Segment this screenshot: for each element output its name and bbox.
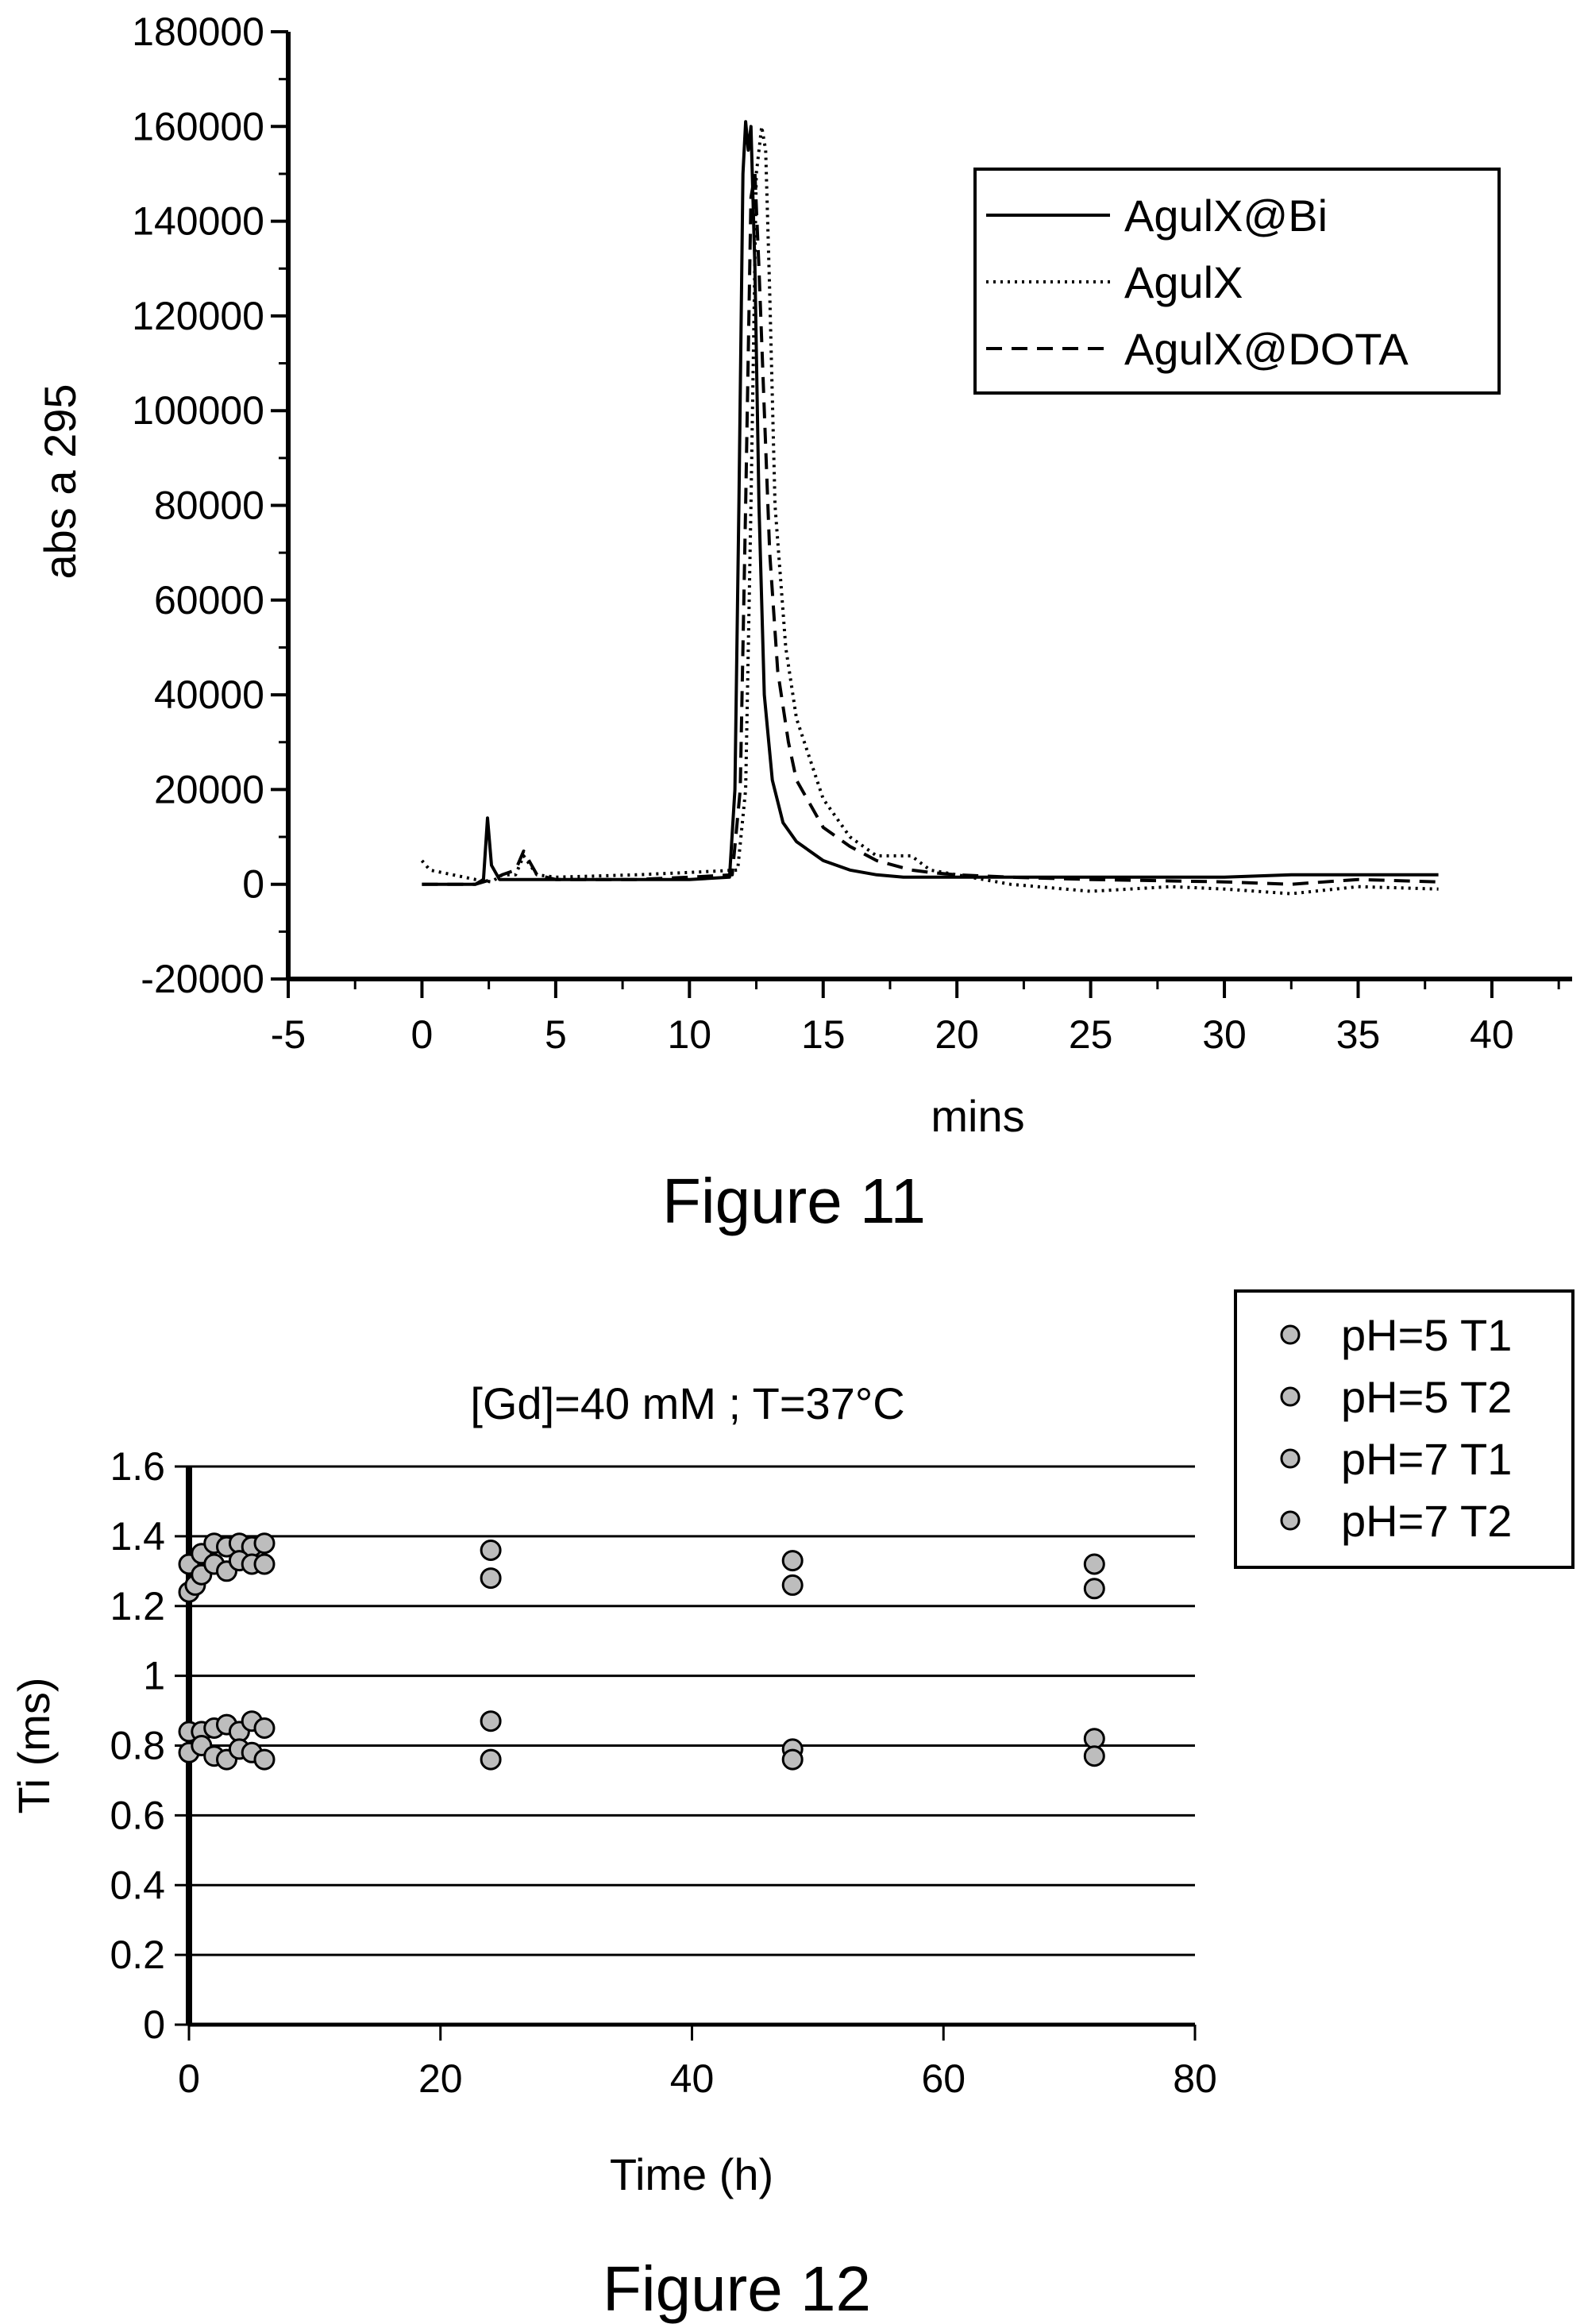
series-line-agulx-bi	[422, 120, 1439, 886]
y-tick-label: 0.6	[110, 1793, 165, 1837]
legend-marker	[1280, 1386, 1301, 1407]
y-tick-label: 80000	[154, 484, 264, 528]
data-point-ph-5-t2	[480, 1710, 502, 1732]
chart-figure-12: 0 0.2 0.4 0.6 0.8 1 1.2 1.4 1.6 0 20 40 60 80 [Gd]=40 …	[9, 1289, 1575, 2199]
data-point-ph-5-t1	[1083, 1553, 1105, 1575]
legend-label: pH=7 T2	[1341, 1496, 1512, 1546]
x-tick-label: 60	[921, 2056, 966, 2101]
y-axis-title: Ti (ms)	[9, 1677, 59, 1813]
data-point-ph-7-t2	[781, 1748, 804, 1771]
data-point-ph-7-t2	[1083, 1745, 1105, 1767]
chart-figure-11: -20000 0 20000 40000 60000 80000 100000 120000 1…	[35, 10, 1572, 1141]
y-tick-label: 140000	[132, 199, 264, 244]
data-point-ph-7-t1	[781, 1574, 804, 1596]
data-point-ph-5-t1	[781, 1550, 804, 1572]
data-point-ph-5-t2	[253, 1717, 276, 1739]
data-point-ph-7-t1	[1083, 1578, 1105, 1600]
y-tick-label: 0.2	[110, 1933, 165, 1977]
x-tick-label: 40	[1470, 1012, 1514, 1057]
x-tick-label: 0	[178, 2056, 200, 2101]
data-point-ph-7-t2	[253, 1748, 276, 1771]
y-tick-label: 1	[143, 1654, 165, 1698]
y-tick-label: 1.2	[110, 1584, 165, 1628]
x-axis-title: mins	[931, 1091, 1024, 1141]
legend-marker	[1280, 1448, 1301, 1469]
y-tick-label: 40000	[154, 673, 264, 717]
y-tick-label: 1.4	[110, 1514, 165, 1559]
x-tick-label: 10	[668, 1012, 712, 1057]
data-point-ph-5-t1	[480, 1540, 502, 1561]
x-axis-title: Time (h)	[610, 2149, 773, 2199]
chart-title: [Gd]=40 mM ; T=37°C	[470, 1378, 904, 1428]
y-tick-label: 120000	[132, 294, 264, 338]
x-tick-label: 25	[1069, 1012, 1113, 1057]
y-tick-label: 100000	[132, 388, 264, 433]
data-point-ph-5-t1	[253, 1532, 276, 1555]
x-tick-label: 15	[801, 1012, 846, 1057]
x-tick-label: 5	[545, 1012, 567, 1057]
figure-11-caption: Figure 11	[662, 1166, 926, 1236]
y-tick-label: 0.8	[110, 1724, 165, 1768]
y-tick-label: 20000	[154, 767, 264, 811]
x-tick-label: 0	[411, 1012, 434, 1057]
data-point-ph-7-t1	[253, 1553, 276, 1575]
legend-label: pH=5 T2	[1341, 1372, 1512, 1422]
legend-box	[973, 168, 1501, 395]
y-tick-label: 60000	[154, 578, 264, 622]
y-tick-label: 160000	[132, 104, 264, 148]
y-tick-label: 0	[143, 2002, 165, 2047]
y-tick-label: 0.4	[110, 1863, 165, 1907]
y-axis-title: abs a 295	[35, 384, 85, 580]
x-tick-label: 40	[670, 2056, 715, 2101]
x-tick-label: 30	[1202, 1012, 1247, 1057]
legend-marker	[1280, 1324, 1301, 1345]
x-tick-label: 80	[1173, 2056, 1217, 2101]
figure-12-caption: Figure 12	[603, 2253, 871, 2324]
x-tick-label: 20	[418, 2056, 463, 2101]
data-point-ph-5-t2	[1083, 1728, 1105, 1750]
legend-label: AgulX@Bi	[1124, 191, 1328, 241]
legend-label: pH=7 T1	[1341, 1434, 1512, 1484]
x-tick-label: -5	[271, 1012, 306, 1057]
y-tick-label: 1.6	[110, 1444, 165, 1489]
y-tick-label: -20000	[141, 957, 264, 1001]
series-line-agulx-dota	[422, 172, 1439, 886]
x-tick-label: 20	[935, 1012, 979, 1057]
legend-label: pH=5 T1	[1341, 1310, 1512, 1360]
x-tick-label: 35	[1336, 1012, 1381, 1057]
y-tick-label: 180000	[132, 10, 264, 54]
data-point-ph-7-t2	[480, 1748, 502, 1771]
legend-marker	[1280, 1510, 1301, 1531]
legend-label: AgulX	[1124, 257, 1243, 307]
y-tick-label: 0	[242, 862, 264, 907]
legend-label: AgulX@DOTA	[1124, 324, 1409, 374]
data-point-ph-7-t1	[480, 1567, 502, 1590]
